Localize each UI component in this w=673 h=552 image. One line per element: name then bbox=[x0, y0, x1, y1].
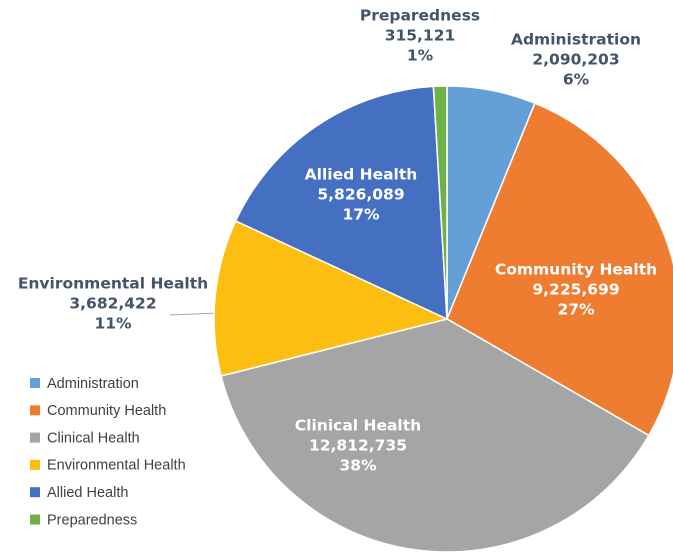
data-label-name: Administration bbox=[511, 31, 641, 49]
data-label-value: 315,121 bbox=[385, 27, 456, 45]
data-label-value: 2,090,203 bbox=[532, 51, 619, 69]
data-label-value: 3,682,422 bbox=[69, 295, 156, 313]
legend-label: Community Health bbox=[47, 403, 166, 419]
pie-slice bbox=[432, 85, 448, 320]
legend-swatch bbox=[30, 378, 40, 388]
legend-swatch bbox=[30, 432, 40, 443]
data-label-percent: 17% bbox=[342, 206, 380, 224]
legend-swatch bbox=[30, 459, 40, 470]
pie-slice bbox=[213, 219, 450, 377]
data-label-name: Allied Health bbox=[305, 166, 418, 184]
legend-label: Allied Health bbox=[47, 485, 128, 501]
data-label-percent: 27% bbox=[557, 301, 595, 319]
legend-label: Preparedness bbox=[47, 512, 137, 528]
legend-swatch bbox=[30, 514, 40, 525]
data-label-name: Preparedness bbox=[360, 7, 480, 25]
data-label-name: Environmental Health bbox=[18, 275, 208, 293]
legend-label: Administration bbox=[47, 376, 139, 392]
pie-slice bbox=[446, 102, 673, 437]
data-label-name: Clinical Health bbox=[295, 417, 421, 435]
data-label-name: Community Health bbox=[495, 261, 657, 279]
data-label-percent: 38% bbox=[339, 457, 377, 475]
data-label-percent: 6% bbox=[563, 71, 590, 89]
leader-line bbox=[169, 312, 219, 316]
data-label-value: 5,826,089 bbox=[317, 186, 404, 204]
legend-label: Environmental Health bbox=[47, 458, 186, 474]
data-label-value: 12,812,735 bbox=[309, 437, 407, 455]
legend-swatch bbox=[30, 487, 40, 498]
legend-swatch bbox=[30, 405, 40, 416]
data-label-percent: 1% bbox=[407, 47, 434, 65]
legend-label: Clinical Health bbox=[47, 430, 140, 446]
pie-slice bbox=[234, 85, 448, 321]
data-label-percent: 11% bbox=[94, 315, 132, 333]
data-label-value: 9,225,699 bbox=[532, 281, 619, 299]
pie-slice bbox=[220, 318, 650, 552]
